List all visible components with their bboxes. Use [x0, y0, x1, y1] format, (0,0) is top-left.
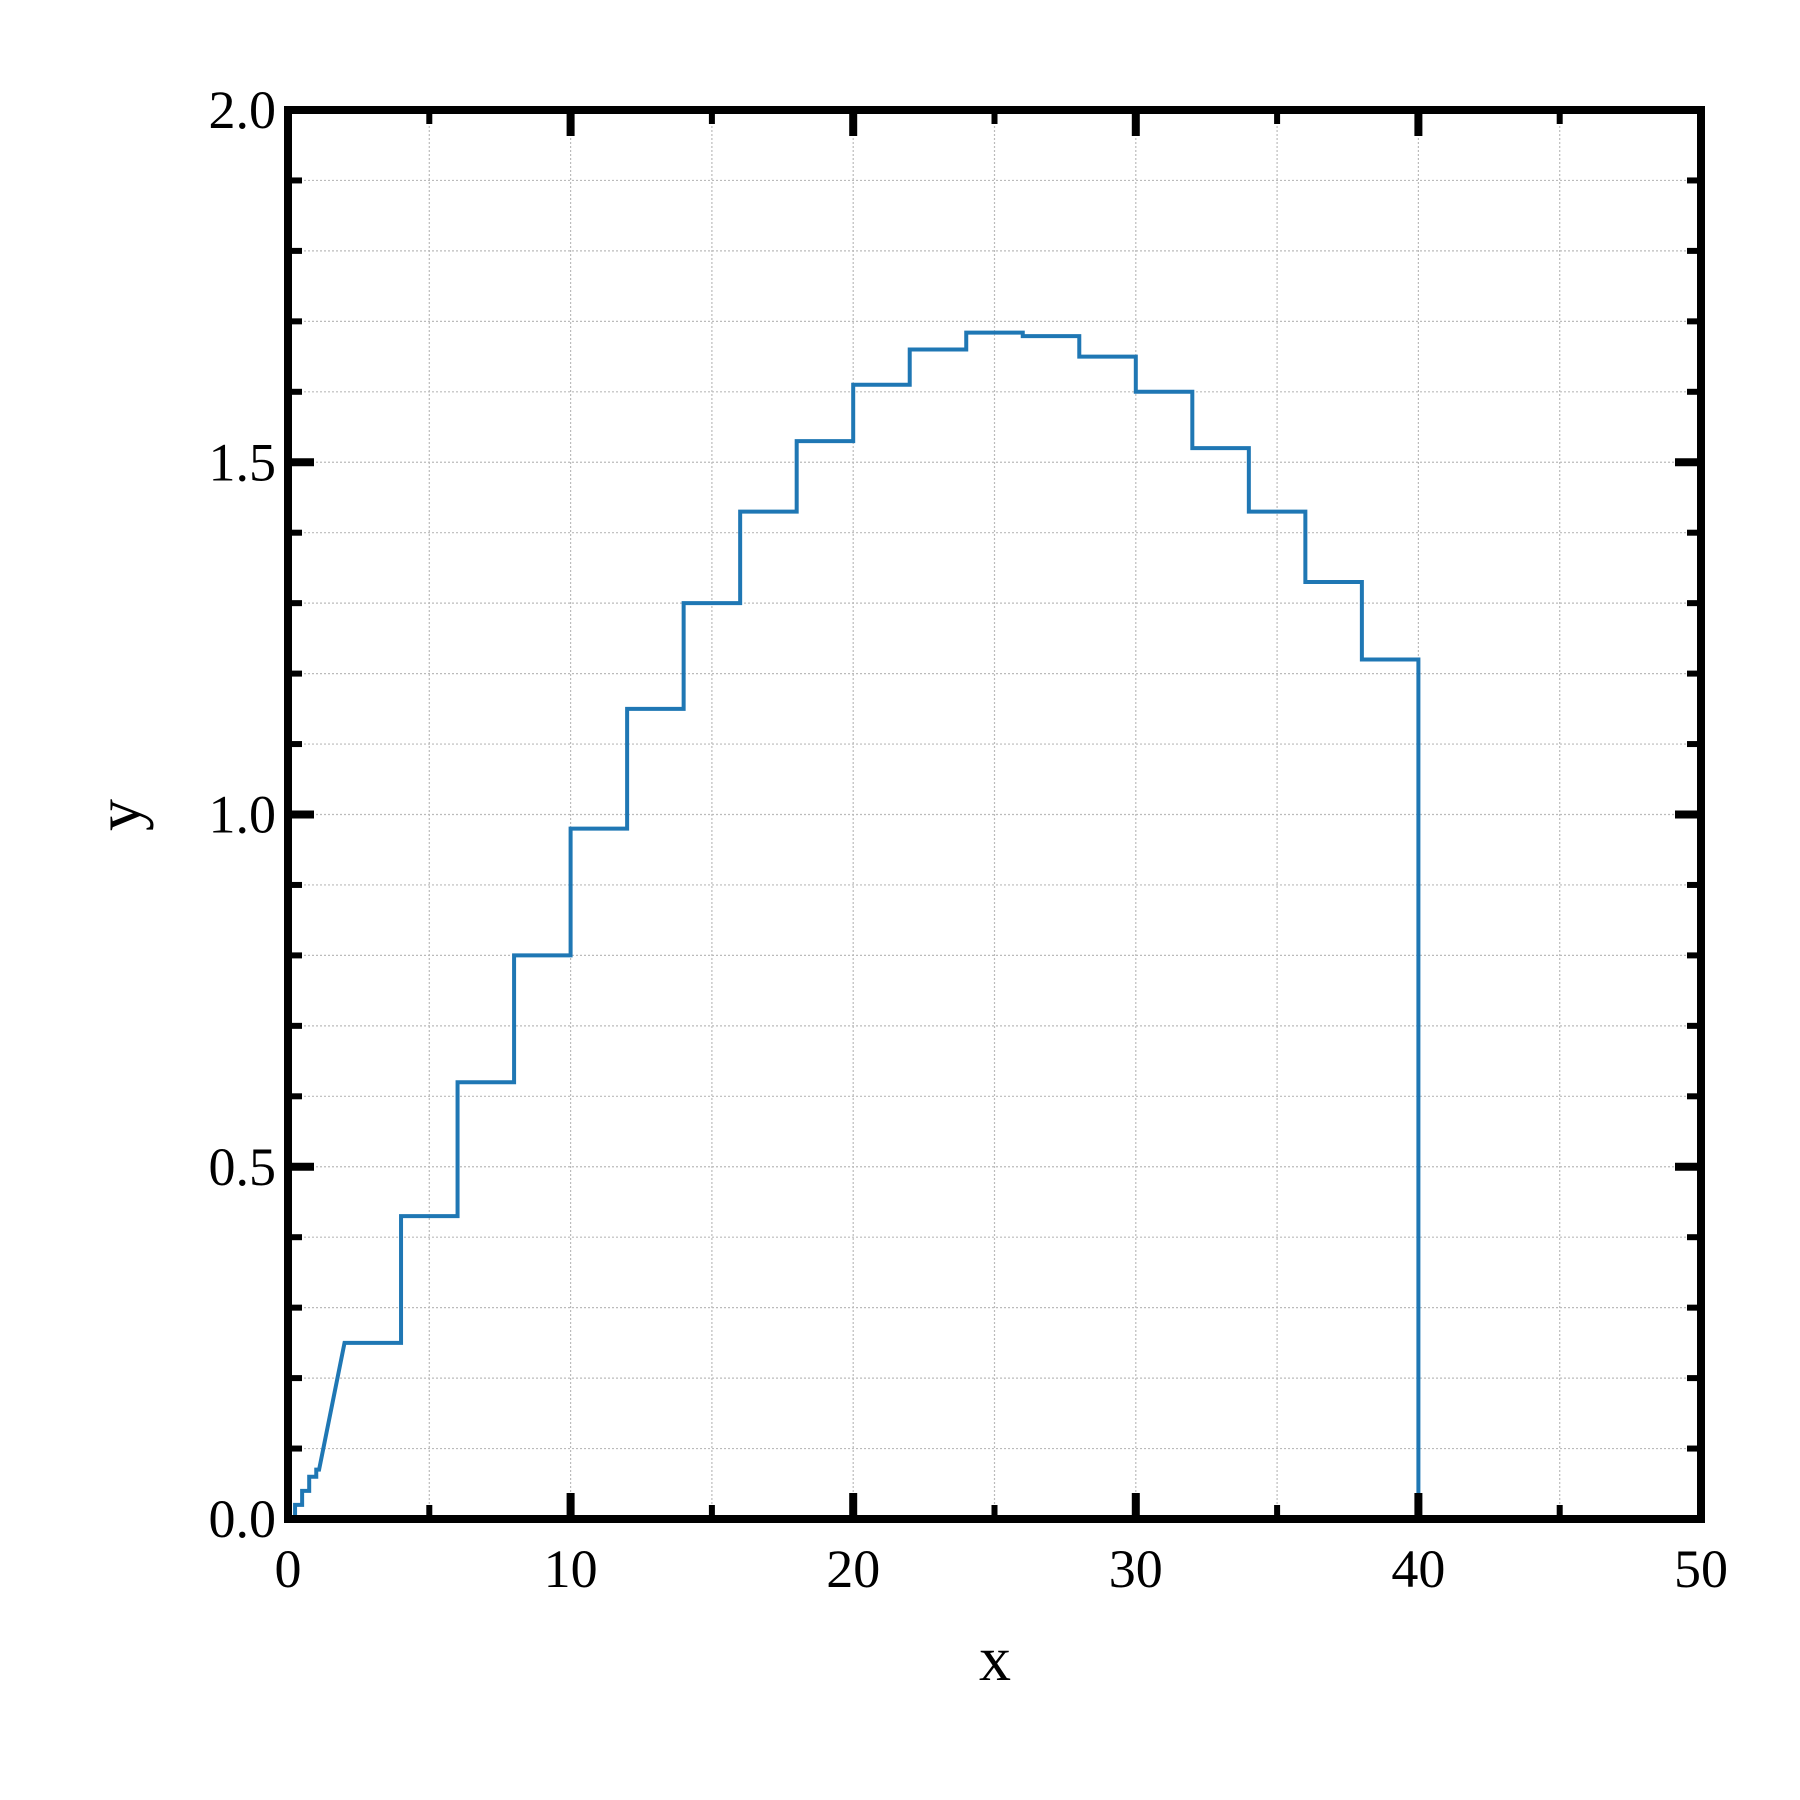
y-axis-label: y: [83, 799, 154, 831]
x-axis-label: x: [979, 1623, 1011, 1694]
y-tick-label: 0.0: [209, 1489, 277, 1549]
x-tick-label: 50: [1674, 1539, 1728, 1599]
x-tick-label: 20: [826, 1539, 880, 1599]
x-tick-label: 40: [1391, 1539, 1445, 1599]
data-line: [293, 330, 1421, 1519]
x-tick-label: 0: [275, 1539, 302, 1599]
y-tick-label: 0.5: [209, 1137, 277, 1197]
plot-frame: [284, 106, 1705, 1523]
x-tick-label: 30: [1109, 1539, 1163, 1599]
y-tick-label: 2.0: [209, 80, 277, 140]
y-tick-label: 1.5: [209, 432, 277, 492]
x-tick-label: 10: [544, 1539, 598, 1599]
y-tick-label: 1.0: [209, 785, 277, 845]
